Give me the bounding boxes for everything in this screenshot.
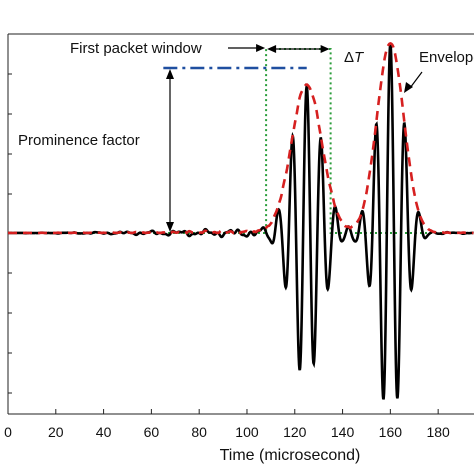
envelope-arrow-line [409,71,423,89]
x-tick-label: 80 [191,424,207,440]
x-tick-label: 20 [48,424,64,440]
prominence-arrow-head-bottom [166,222,174,232]
x-tick-labels: 0 20 40 60 80 100 120 140 160 180 [4,424,450,440]
first-packet-window-label: First packet window [70,40,202,57]
x-tick-label: 120 [283,424,307,440]
first-packet-window-box [8,48,474,234]
x-tick-label: 180 [426,424,450,440]
envelope-arrow-head [404,82,413,93]
window-outline [8,48,474,234]
delta-t-label: ΔT [344,49,365,66]
signal-line [7,43,474,400]
prominence-factor-label: Prominence factor [18,132,140,149]
annotations: First packet window ΔT Envelope Prominen… [18,40,474,232]
x-tick-label: 140 [331,424,355,440]
prominence-arrow-head-top [166,69,174,79]
x-tick-label: 0 [4,424,12,440]
envelope-line [7,42,474,235]
envelope-series [7,42,474,235]
delta-t-arrow-head-left [267,45,277,53]
delta-t-arrow-head-right [320,45,330,53]
x-tick-label: 40 [96,424,112,440]
window-label-arrow-head [256,44,266,52]
envelope-label: Envelope [419,49,474,66]
x-tick-label: 160 [379,424,403,440]
x-tick-label: 100 [235,424,259,440]
signal-series [7,43,474,400]
x-tick-label: 60 [144,424,160,440]
axes [7,33,474,415]
x-axis-label: Time (microsecond) [220,447,361,464]
